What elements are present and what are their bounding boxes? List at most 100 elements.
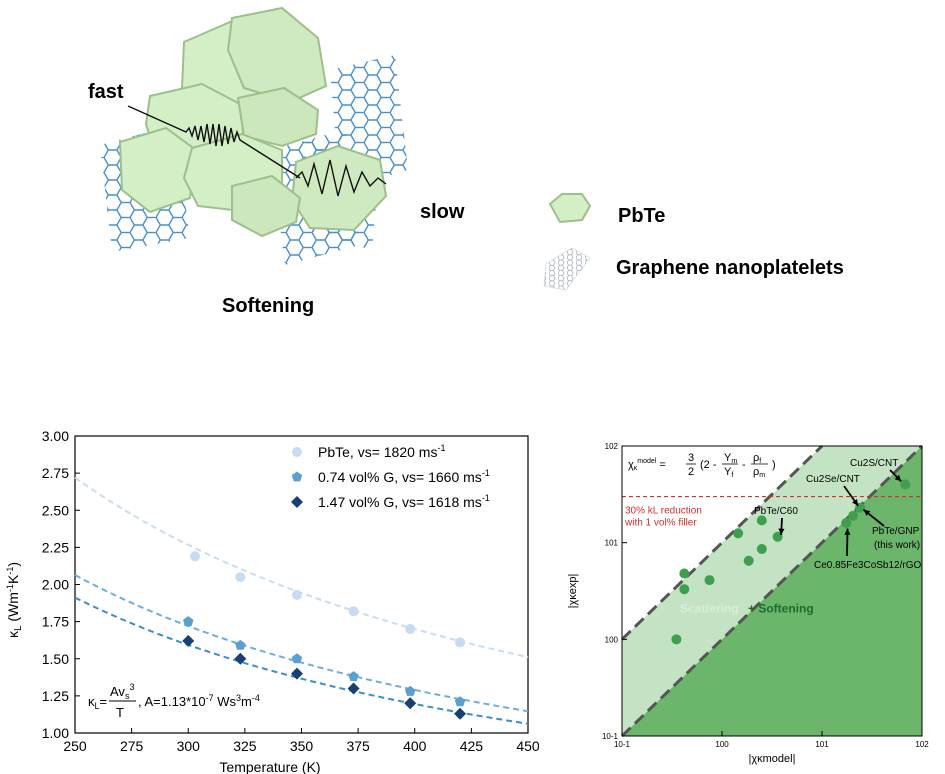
x-tick-label: 102 (915, 740, 929, 749)
data-point (704, 575, 715, 586)
y-tick-label: 1.00 (42, 725, 69, 741)
y-tick-label: 101 (605, 539, 619, 548)
data-point-series-1 (348, 671, 359, 681)
data-point-series-0 (405, 624, 416, 635)
annotation-arrowhead (852, 499, 859, 506)
x-tick-label: 375 (346, 738, 370, 754)
parity-line (620, 444, 924, 738)
region-label-scattering: Scattering (680, 601, 739, 615)
svg-text:κL=: κL= (88, 694, 107, 711)
data-point (756, 515, 767, 526)
y-tick-label: 10-1 (602, 732, 619, 741)
y-tick-label: 3.00 (42, 428, 69, 444)
pbte-hexagon-icon (548, 193, 592, 224)
fast-label: fast (88, 81, 124, 103)
data-point-series-1 (454, 696, 466, 707)
svg-text:ρf: ρf (753, 452, 761, 465)
data-point-series-2 (290, 667, 303, 680)
annotation-pbte-c60: PbTe/C60 (754, 506, 798, 517)
pbte-hexagon-icon (231, 174, 302, 238)
kappa-formula-annotation: κL= Avs3 T , A=1.13*10-7 Ws3m-4 (88, 682, 260, 720)
x-tick-label: 450 (516, 738, 540, 754)
data-point-series-1 (183, 616, 194, 627)
x-tick-label: 10-1 (614, 740, 631, 749)
annotation-arrowhead (844, 528, 851, 535)
data-point (756, 543, 767, 554)
thermal-conductivity-chart: 250 275 300 325 350 375 400 425 450 1.00 1.25 1.50 1… (5, 428, 540, 774)
graphene-sheet-icon (543, 247, 591, 291)
x-tick-label: 101 (815, 740, 829, 749)
data-point (671, 634, 682, 645)
data-point (900, 479, 911, 490)
legend-marker-0 (292, 447, 302, 457)
slow-label: slow (420, 201, 465, 223)
threshold-label: with 1 vol% filler (624, 518, 697, 529)
x-tick-label: 100 (715, 740, 729, 749)
y-tick-label: 102 (605, 442, 619, 451)
legend-graphene-label: Graphene nanoplatelets (616, 257, 844, 279)
data-point-series-1 (405, 685, 416, 696)
svg-text:Avs3: Avs3 (110, 682, 134, 701)
svg-text:ρm: ρm (753, 466, 765, 479)
data-point-series-2 (454, 707, 467, 720)
annotation-arrowhead (863, 509, 871, 516)
data-point-series-1 (291, 653, 303, 664)
pbte-grains (118, 6, 388, 238)
svg-text:, A=1.13*10-7 Ws3m-4: , A=1.13*10-7 Ws3m-4 (138, 693, 260, 709)
svg-text:): ) (772, 459, 776, 471)
legend-marker-1 (291, 471, 303, 482)
y-tick-label: 2.00 (42, 577, 69, 593)
annotation-this-work: (this work) (874, 540, 920, 551)
svg-text:2: 2 (688, 466, 694, 478)
x-tick-label: 275 (120, 738, 144, 754)
fit-curve (74, 574, 529, 713)
data-point-series-1 (235, 639, 246, 650)
phonon-waves (127, 105, 387, 197)
left-y-axis-label: κL (Wm-1K-1) (5, 562, 24, 638)
data-point-series-2 (182, 634, 195, 647)
y-tick-label: 2.75 (42, 465, 69, 481)
data-point-series-0 (348, 606, 359, 617)
data-point (733, 528, 744, 539)
data-point (841, 517, 852, 528)
svg-text:(2 -: (2 - (700, 459, 717, 471)
x-tick-label: 425 (460, 738, 484, 754)
svg-text:Yf: Yf (724, 466, 733, 479)
data-point-series-2 (234, 652, 247, 665)
svg-text:3: 3 (688, 452, 694, 464)
data-point-series-0 (235, 572, 246, 583)
pbte-hexagon-icon (118, 126, 198, 214)
legend-marker-2 (291, 496, 303, 508)
y-tick-label: 2.25 (42, 539, 69, 555)
svg-text:Ym: Ym (724, 452, 737, 465)
y-tick-label: 1.75 (42, 614, 69, 630)
fast-phonon-line (127, 105, 301, 179)
annotation-ce-fe-co-sb-rgo: Ce0.85Fe3CoSb12/rGO (814, 560, 922, 571)
legend-label-0: PbTe, vs= 1820 ms-1 (318, 443, 445, 460)
data-point-series-0 (455, 637, 466, 648)
left-plot-area: 250 275 300 325 350 375 400 425 450 1.00 1.25 1.50 1… (42, 428, 540, 754)
x-tick-label: 300 (177, 738, 201, 754)
data-point (679, 568, 690, 579)
data-point-series-2 (404, 697, 417, 710)
schematic-legend: PbTe Graphene nanoplatelets (543, 193, 844, 291)
y-tick-label: 100 (605, 635, 619, 644)
threshold-label: 30% kL reduction (625, 506, 702, 517)
region-label-softening: + Softening (748, 601, 814, 615)
svg-text:-: - (742, 459, 746, 471)
y-tick-label: 1.25 (42, 688, 69, 704)
y-tick-label: 2.50 (42, 502, 69, 518)
slow-phonon-line (295, 159, 387, 197)
legend-label-1: 0.74 vol% G, vs= 1660 ms-1 (318, 468, 490, 485)
right-y-axis-label: |χκexp| (567, 574, 579, 609)
data-point (772, 531, 783, 542)
y-tick-label: 1.50 (42, 651, 69, 667)
data-point-series-2 (347, 682, 360, 695)
fit-curve (74, 596, 529, 725)
x-tick-label: 325 (233, 738, 257, 754)
legend-pbte-label: PbTe (618, 205, 665, 227)
annotation-cu2se-cnt: Cu2Se/CNT (806, 474, 860, 485)
